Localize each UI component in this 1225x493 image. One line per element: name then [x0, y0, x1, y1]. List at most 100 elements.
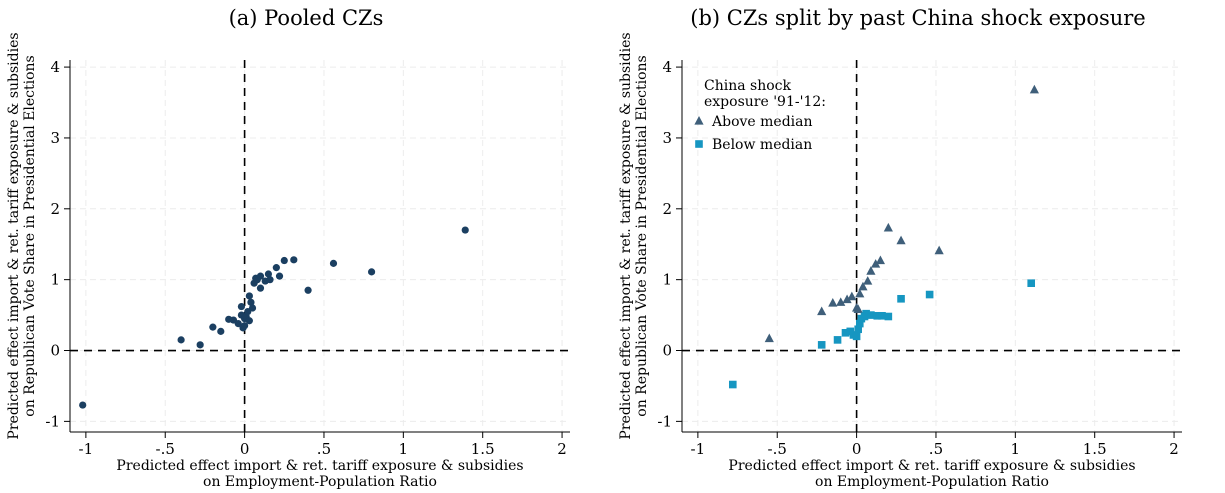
data-point — [841, 329, 850, 337]
data-point — [241, 322, 249, 330]
data-point — [852, 332, 861, 341]
data-point — [209, 323, 217, 331]
data-point — [245, 317, 253, 325]
data-point — [842, 294, 852, 304]
data-point — [896, 235, 906, 245]
chart-title: (b) CZs split by past China shock exposu… — [690, 6, 1146, 30]
x-tick-label: 1.5 — [1083, 440, 1107, 458]
data-point — [853, 304, 863, 314]
x-axis-label: Predicted effect import & ret. tariff ex… — [728, 458, 1135, 474]
x-tick-label: 1 — [399, 440, 409, 458]
panel-split-by-china-shock: (b) CZs split by past China shock exposu… — [612, 0, 1224, 493]
data-point — [177, 336, 185, 344]
x-tick-label: -.5 — [768, 440, 787, 458]
y-axis-label: on Republican Vote Share in Presidential… — [634, 55, 650, 416]
y-tick-label: 0 — [662, 342, 672, 360]
y-tick-label: -1 — [657, 412, 672, 430]
y-tick-label: 4 — [662, 58, 672, 76]
legend-label: Above median — [711, 114, 813, 130]
x-tick-label: -1 — [691, 440, 706, 458]
data-point — [897, 294, 905, 303]
data-point — [866, 266, 876, 275]
data-point — [833, 336, 842, 344]
y-tick-label: 3 — [50, 129, 60, 147]
data-point — [764, 333, 774, 343]
x-axis-label: Predicted effect import & ret. tariff ex… — [116, 458, 523, 474]
data-point — [836, 297, 846, 306]
x-tick-label: -.5 — [156, 440, 175, 458]
data-point — [873, 311, 882, 320]
data-point — [367, 268, 376, 276]
data-point — [871, 259, 881, 268]
data-point — [867, 311, 875, 319]
data-point — [461, 226, 469, 234]
data-point — [304, 286, 312, 294]
data-point — [256, 284, 265, 292]
data-point — [1029, 84, 1039, 94]
data-point — [280, 256, 288, 265]
data-point — [275, 272, 284, 280]
x-tick-label: 2 — [1169, 440, 1179, 458]
y-tick-label: 4 — [50, 58, 60, 76]
data-point — [817, 341, 826, 349]
scatter-chart-pooled: -1 -.5 0 .5 1 1.5 2 -1 0 1 2 3 4 Predicted effect imp… — [6, 32, 570, 490]
legend-marker — [695, 140, 703, 148]
data-point — [272, 264, 280, 272]
x-tick-label: .5 — [317, 440, 331, 458]
y-tick-label: 1 — [50, 271, 60, 289]
scatter-chart-split: -1 -.5 0 .5 1 1.5 2 -1 0 1 2 3 4 Predicted effect imp… — [618, 32, 1182, 490]
x-tick-label: 0 — [240, 440, 250, 458]
x-axis-label: on Employment-Population Ratio — [203, 474, 437, 490]
chart-title: (a) Pooled CZs — [228, 6, 384, 30]
x-tick-label: 1.5 — [471, 440, 495, 458]
data-point — [855, 288, 865, 298]
data-point — [256, 272, 265, 280]
data-point — [855, 319, 864, 328]
legend-marker — [694, 116, 704, 125]
x-tick-label: .5 — [929, 440, 943, 458]
data-point — [79, 401, 87, 409]
data-point — [245, 292, 253, 300]
data-point — [863, 276, 873, 285]
data-point — [237, 302, 246, 311]
x-tick-label: 2 — [557, 440, 567, 458]
data-point — [847, 291, 857, 301]
data-point — [234, 319, 242, 328]
data-point — [196, 341, 204, 349]
data-point — [854, 325, 862, 334]
data-point — [266, 276, 274, 284]
y-axis-label: Predicted effect import & ret. tariff ex… — [6, 32, 22, 439]
y-tick-label: 0 — [50, 342, 60, 360]
data-point — [217, 327, 225, 335]
data-point — [290, 256, 298, 264]
data-point — [883, 222, 893, 232]
data-point — [1027, 279, 1036, 287]
panel-pooled-czs: (a) Pooled CZs -1 -.5 0 .5 1 1.5 2 -1 0 1 2 3 4 Predi… — [0, 0, 612, 493]
legend-title: China shock — [704, 78, 791, 94]
y-tick-label: 3 — [662, 129, 672, 147]
x-tick-label: -1 — [79, 440, 94, 458]
x-axis-label: on Employment-Population Ratio — [815, 474, 1049, 490]
data-point — [875, 255, 886, 265]
data-point — [329, 259, 338, 267]
data-point — [862, 309, 870, 318]
x-tick-label: 1 — [1011, 440, 1021, 458]
legend-label: Below median — [712, 137, 812, 153]
y-tick-label: 1 — [662, 271, 672, 289]
y-axis-label: on Republican Vote Share in Presidential… — [22, 55, 38, 416]
y-tick-label: -1 — [45, 412, 60, 430]
data-point — [934, 245, 944, 255]
data-point — [247, 298, 255, 306]
legend-title: exposure '91-'12: — [704, 94, 826, 110]
data-point — [264, 270, 273, 278]
data-point — [878, 311, 886, 320]
data-point — [728, 380, 737, 389]
data-point — [828, 298, 838, 307]
y-tick-label: 2 — [50, 200, 60, 218]
data-point — [884, 312, 893, 321]
data-point — [817, 306, 827, 316]
y-axis-label: Predicted effect import & ret. tariff ex… — [618, 32, 634, 439]
x-tick-label: 0 — [852, 440, 862, 458]
data-point — [858, 281, 868, 291]
data-point — [925, 290, 934, 299]
